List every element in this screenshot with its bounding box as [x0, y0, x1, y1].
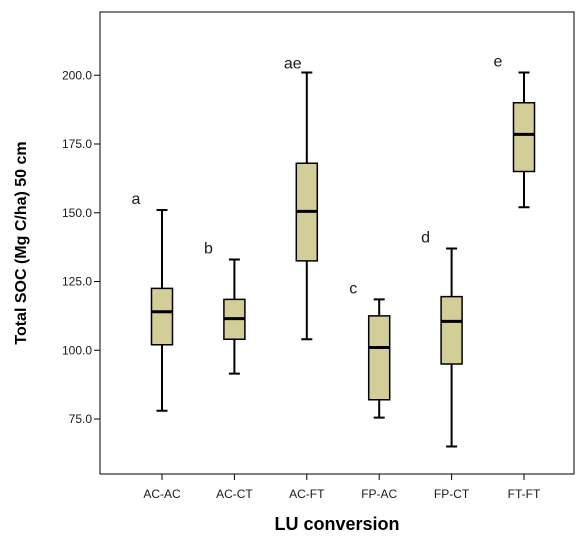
group-letter: d: [421, 230, 430, 247]
box-fp-ac: c: [349, 280, 391, 419]
x-tick-label: AC-AC: [143, 487, 181, 501]
group-letter: b: [204, 241, 213, 258]
group-letter: c: [349, 280, 357, 297]
y-tick-label: 150.0: [62, 206, 92, 220]
box-ac-ac: a: [132, 191, 174, 412]
y-tick-label: 200.0: [62, 68, 92, 82]
iqr-box: [150, 287, 174, 346]
iqr-box: [440, 295, 463, 365]
box-ac-ct: b: [204, 241, 246, 375]
box-fp-ct: d: [421, 230, 463, 448]
x-tick-label: FP-CT: [434, 487, 470, 501]
iqr-box: [512, 102, 536, 173]
group-letter: ae: [284, 56, 302, 73]
box-ft-ft: e: [494, 54, 536, 209]
y-tick-label: 125.0: [62, 275, 92, 289]
group-letter: a: [132, 191, 141, 208]
plot-frame: [99, 11, 575, 475]
x-axis: AC-AC AC-CT AC-FT FP-AC FP-CT FT-FT: [143, 474, 541, 501]
x-axis-title: LU conversion: [274, 514, 399, 534]
boxes: a b ae c d e: [132, 54, 536, 448]
y-tick-label: 100.0: [62, 343, 92, 357]
box-ac-ft: ae: [284, 56, 319, 341]
x-tick-label: AC-FT: [289, 487, 325, 501]
y-tick-label: 75.0: [69, 412, 93, 426]
iqr-box: [367, 315, 391, 401]
x-tick-label: FP-AC: [361, 487, 397, 501]
group-letter: e: [494, 54, 503, 71]
x-tick-label: AC-CT: [216, 487, 253, 501]
x-tick-label: FT-FT: [508, 487, 541, 501]
y-tick-label: 175.0: [62, 137, 92, 151]
y-axis: 75.0 100.0 125.0 150.0 175.0 200.0: [62, 68, 100, 426]
y-axis-title: Total SOC (Mg C/ha) 50 cm: [13, 141, 30, 344]
